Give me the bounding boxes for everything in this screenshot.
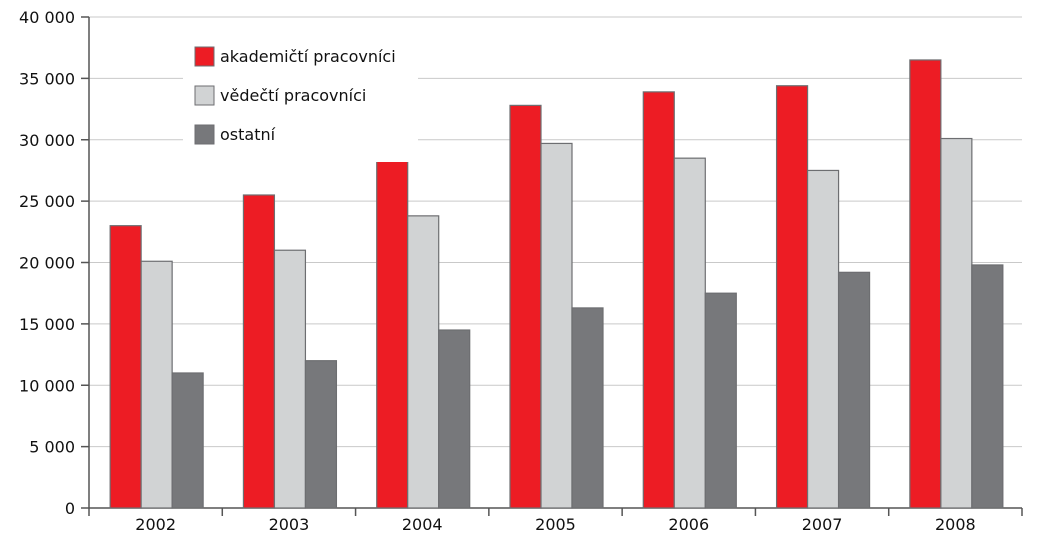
legend-label-1: akademičtí pracovníci xyxy=(220,47,396,66)
y-tick-label: 15 000 xyxy=(19,315,75,334)
y-tick-label: 30 000 xyxy=(19,131,75,150)
bar-2-2008 xyxy=(940,137,973,509)
bar-1-2002 xyxy=(109,225,142,509)
y-tick-label: 5 000 xyxy=(29,438,75,457)
bar-1-2004 xyxy=(376,153,409,509)
legend-label-2: vědečtí pracovníci xyxy=(220,86,366,105)
bar-3-2007 xyxy=(837,271,871,509)
y-tick-label: 25 000 xyxy=(19,192,75,211)
bar-3-2003 xyxy=(304,360,338,509)
x-tick-label: 2006 xyxy=(668,515,709,534)
bar-2-2003 xyxy=(273,249,307,509)
bar-3-2005 xyxy=(571,307,604,509)
y-tick-label: 10 000 xyxy=(19,376,75,395)
bar-2-2007 xyxy=(806,169,840,509)
legend-swatch-1 xyxy=(194,46,215,67)
legend-label-3: ostatní xyxy=(220,125,276,144)
bar-3-2008 xyxy=(971,264,1004,509)
x-tick-label: 2003 xyxy=(269,515,310,534)
bar-1-2008 xyxy=(909,59,942,509)
bar-3-2004 xyxy=(438,329,471,509)
bar-1-2007 xyxy=(775,85,809,509)
bar-1-2003 xyxy=(242,194,276,509)
bar-3-2002 xyxy=(171,372,204,509)
bar-3-2006 xyxy=(704,292,737,509)
bar-2-2006 xyxy=(673,157,706,509)
y-tick-label: 20 000 xyxy=(19,254,75,273)
y-tick-label: 40 000 xyxy=(19,8,75,27)
x-tick-label: 2008 xyxy=(935,515,976,534)
y-tick-label: 35 000 xyxy=(19,69,75,88)
bar-2-2005 xyxy=(540,142,573,509)
x-tick-label: 2002 xyxy=(135,515,176,534)
x-tick-label: 2004 xyxy=(402,515,443,534)
legend-swatch-3 xyxy=(194,124,215,145)
legend-box xyxy=(183,38,418,162)
bar-1-2005 xyxy=(509,104,542,509)
x-tick-label: 2005 xyxy=(535,515,576,534)
bar-1-2006 xyxy=(642,91,675,509)
y-tick-label: 0 xyxy=(65,499,75,518)
legend-swatch-2 xyxy=(194,85,215,106)
bar-2-2002 xyxy=(140,260,173,509)
bar-2-2004 xyxy=(407,215,440,509)
x-tick-label: 2007 xyxy=(802,515,843,534)
